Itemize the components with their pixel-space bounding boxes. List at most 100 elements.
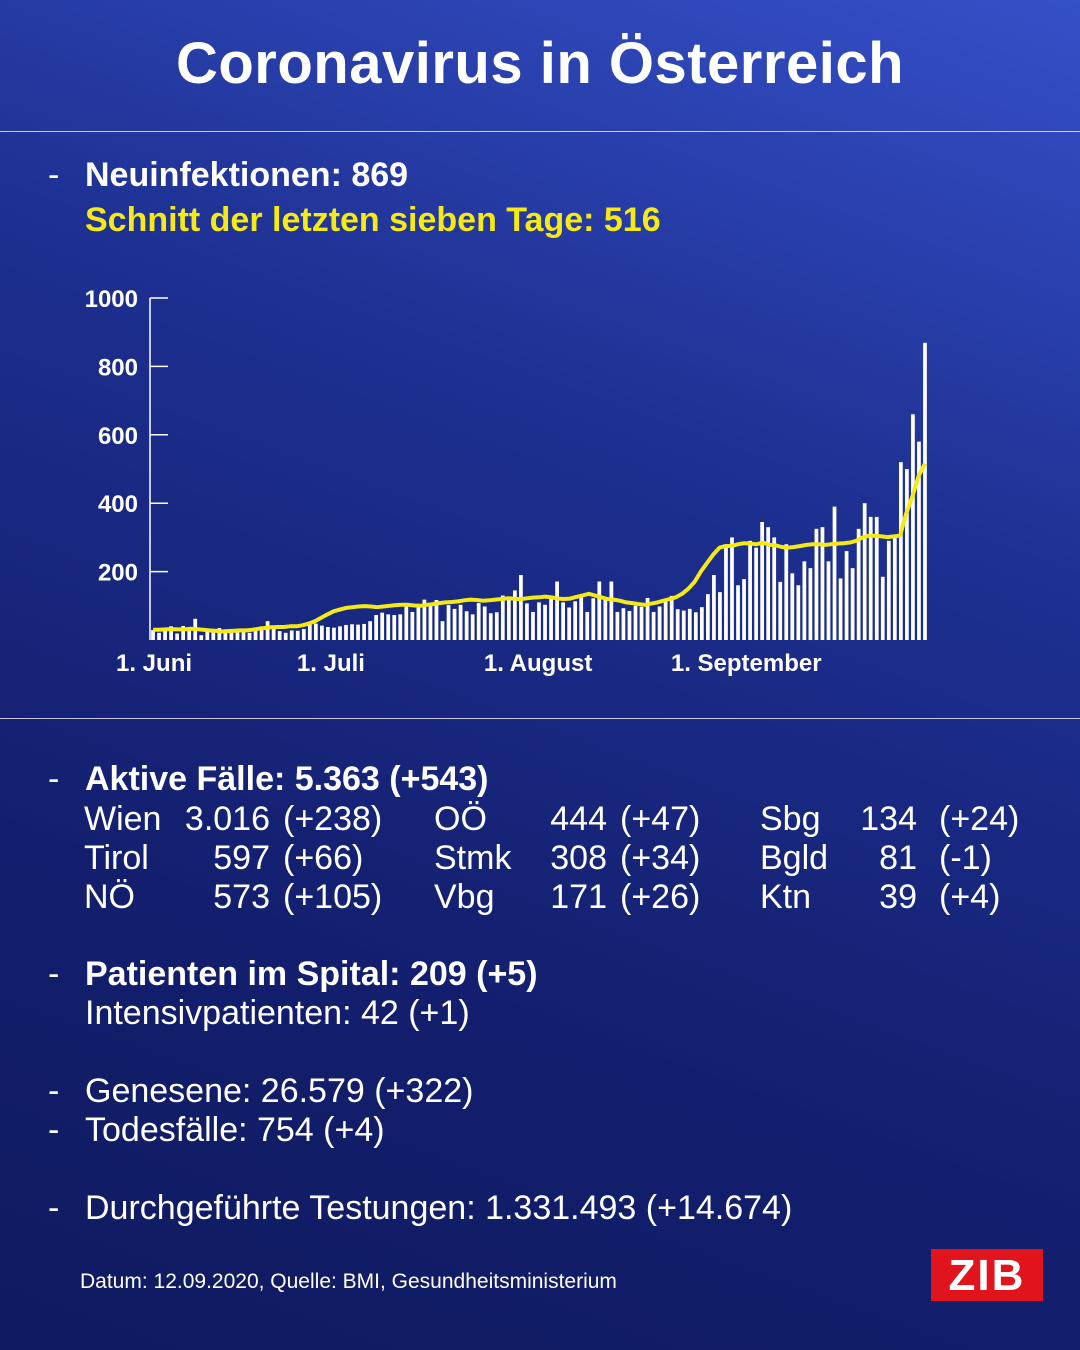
daily-cases-bar [850,568,855,640]
daily-cases-bar [826,561,831,640]
bullet-dash: - [48,156,60,194]
daily-cases-bar [537,602,541,640]
daily-cases-bar [718,592,722,640]
daily-cases-bar [422,599,427,640]
daily-cases-bar [464,611,469,640]
daily-cases-bar [332,627,336,640]
daily-cases-bar [271,627,276,640]
seven-day-average-line [153,462,927,634]
state-active-cases: 308 [550,839,607,877]
daily-cases-bar [338,626,342,640]
daily-cases-bar [217,628,222,640]
bullet-dash: - [48,955,60,993]
state-delta: (+26) [620,878,701,916]
state-delta: (-1) [939,839,992,877]
daily-cases-bar [579,597,584,640]
title-divider [0,131,1080,132]
daily-cases-bar [549,598,553,640]
daily-cases-bar [669,595,674,640]
daily-cases-bar [911,414,915,640]
daily-cases-bar [344,624,348,640]
bullet-dash: - [48,1111,60,1149]
state-name: Tirol [84,839,149,877]
daily-cases-bar [326,627,330,640]
daily-cases-bar [253,628,258,640]
daily-cases-bar [356,624,360,640]
state-active-cases: 134 [860,800,917,838]
daily-cases-bar [633,605,638,640]
daily-cases-bar [380,612,385,640]
daily-cases-bar [862,503,867,640]
daily-cases-bar [844,551,849,640]
x-tick-label: 1. September [671,650,822,677]
daily-cases-bar [157,632,161,640]
page-title: Coronavirus in Österreich [175,31,905,96]
daily-cases-bar [923,342,927,640]
daily-cases-bar [796,585,801,640]
state-delta: (+238) [283,800,383,838]
state-active-cases: 573 [213,878,270,916]
daily-cases-bar [434,599,439,640]
daily-cases-bar [790,573,795,640]
daily-cases-bar [283,632,288,640]
state-delta: (+105) [283,878,383,916]
daily-cases-bar [543,604,547,640]
daily-cases-bar [730,537,734,640]
daily-cases-bar [880,576,885,640]
icu-patients: Intensivpatienten: 42 (+1) [85,994,470,1032]
daily-cases-bar [555,581,559,640]
hospital-header: Patienten im Spital: 209 (+5) [85,955,538,993]
daily-cases-bar [573,601,578,640]
daily-cases-bar [675,609,680,640]
chart-divider [0,718,1080,719]
daily-cases-bar [350,624,354,640]
daily-cases-bar [169,626,173,640]
daily-cases-bar [742,579,746,640]
state-active-cases: 39 [879,878,917,916]
daily-cases-bar [289,630,294,640]
state-delta: (+34) [620,839,701,877]
daily-cases-bar [301,629,306,640]
state-delta: (+66) [283,839,364,877]
state-name: Bgld [760,839,829,877]
daily-cases-bar [265,621,270,640]
bullet-dash: - [48,760,60,798]
daily-cases-bar [760,522,765,640]
daily-cases-bar [814,528,819,640]
daily-cases-bar [428,605,433,640]
daily-cases-bar [199,635,204,640]
daily-cases-bar [802,561,807,640]
daily-cases-bar [404,604,409,640]
daily-cases-bar [470,614,475,640]
daily-cases-bar [874,516,879,640]
daily-cases-bar [705,594,710,640]
daily-cases-bar [458,604,463,640]
daily-cases-bar [724,544,728,640]
daily-cases-bar [832,506,837,640]
state-name: OÖ [434,800,487,838]
daily-cases-bar [591,598,596,640]
daily-cases-bar [513,590,517,640]
daily-cases-bar [181,625,186,640]
daily-cases-bar [307,624,312,640]
daily-cases-bar [386,614,391,640]
y-tick-label: 400 [98,491,138,518]
daily-cases-bar [506,598,511,640]
daily-cases-bar [241,631,246,640]
state-active-cases: 597 [213,839,270,877]
daily-cases-bar [223,629,228,640]
daily-cases-bar [229,630,234,640]
daily-cases-bar [410,611,415,640]
source-footer: Datum: 12.09.2020, Quelle: BMI, Gesundhe… [80,1270,617,1293]
recovered: Genesene: 26.579 (+322) [85,1072,474,1110]
state-name: Ktn [760,878,812,916]
state-delta: (+4) [939,878,1001,916]
daily-cases-bar [567,607,572,640]
daily-cases-bar [500,595,505,640]
daily-cases-bar [808,568,813,640]
daily-cases-bar [699,607,704,640]
daily-cases-bar [657,606,662,640]
deaths: Todesfälle: 754 (+4) [85,1111,385,1149]
daily-cases-bar [416,606,421,640]
state-active-cases: 81 [879,839,917,877]
